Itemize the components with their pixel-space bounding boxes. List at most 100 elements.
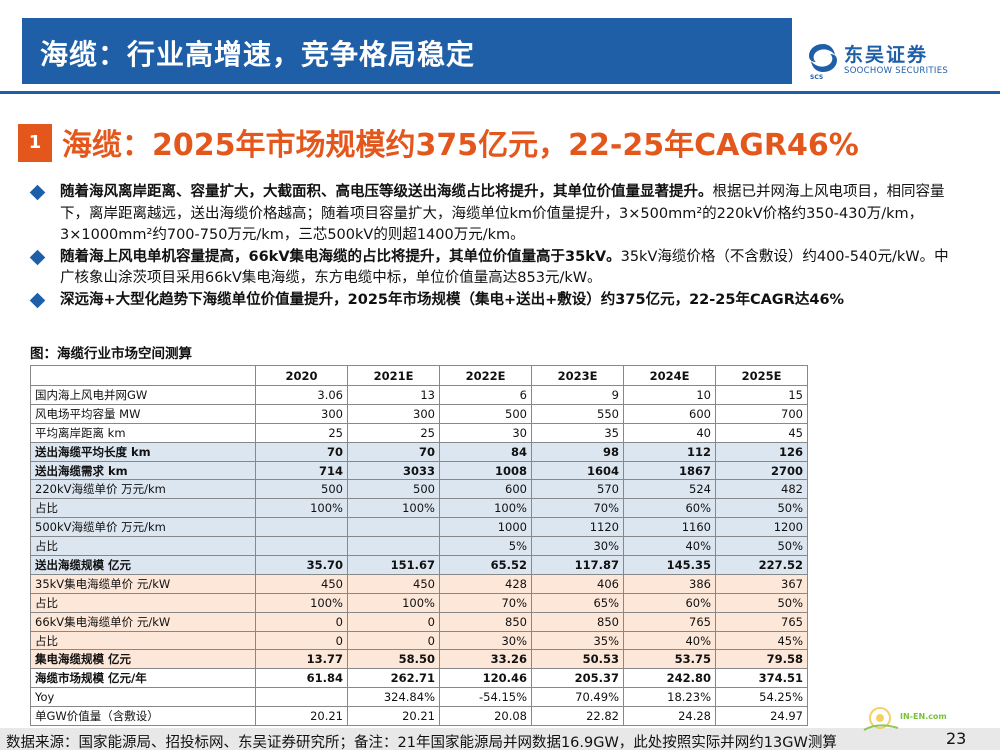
row-label: 占比 [30,498,256,519]
table-cell: 100% [255,592,348,613]
table-cell: 262.71 [347,668,440,689]
row-label: 66kV集电海缆单价 元/kW [30,611,256,632]
table-cell: 20.08 [439,706,532,727]
row-label: 国内海上风电并网GW [30,385,256,405]
table-cell: 20.21 [347,706,440,727]
table-cell: 367 [715,573,808,594]
table-cell: 5% [439,536,532,557]
table-cell: 700 [715,403,808,424]
logo-name-cn: 东吴证券 [844,44,929,66]
table-cell: 3.06 [255,385,348,405]
table-cell: 98 [531,441,624,462]
table-cell: 300 [255,403,348,424]
table-cell: 205.37 [531,668,624,689]
row-label: 集电海缆规模 亿元 [30,649,256,670]
table-cell: 100% [255,498,348,519]
table-cell: 0 [347,630,440,651]
table-row: 占比 0 0 30% 35% 40% 45% [30,630,808,651]
table-row: 占比 100% 100% 100% 70% 60% 50% [30,498,808,519]
table-cell: 1120 [531,517,624,538]
table-cell: 45% [715,630,808,651]
bullet-item: 随着海风离岸距离、容量扩大，大截面积、高电压等级送出海缆占比将提升，其单位价值量… [29,182,955,247]
table-cell: 40% [623,536,716,557]
column-header: 2023E [531,365,624,386]
logo-name-en: SOOCHOW SECURITIES [844,66,949,76]
table-row: 占比 5% 30% 40% 50% [30,536,808,557]
section-number-badge: 1 [18,124,52,162]
table-cell: 126 [715,441,808,462]
title-bar [22,18,792,84]
watermark-logo-icon [863,707,899,731]
table-cell: 35% [531,630,624,651]
table-cell: 50% [715,592,808,613]
table-cell: 70% [439,592,532,613]
table-cell [255,536,348,557]
table-cell [347,517,440,538]
table-row: 送出海缆平均长度 km 70 70 84 98 112 126 [30,441,808,462]
table-cell: 450 [255,573,348,594]
table-cell: 20.21 [255,706,348,727]
table-header-row: 2020 2021E 2022E 2023E 2024E 2025E [30,365,808,386]
bullet-item: 深远海+大型化趋势下海缆单位价值量提升，2025年市场规模（集电+送出+敷设）约… [29,290,955,312]
table-cell: 765 [623,611,716,632]
table-cell: 50% [715,536,808,557]
column-header: 2020 [255,365,348,386]
market-size-table: 2020 2021E 2022E 2023E 2024E 2025E 国内海上风… [30,365,808,727]
table-cell: 24.97 [715,706,808,727]
table-cell: 3033 [347,460,440,481]
bullet-bold-text: 深远海+大型化趋势下海缆单位价值量提升，2025年市场规模（集电+送出+敷设）约… [60,291,845,308]
table-cell: 54.25% [715,687,808,708]
table-cell: 0 [255,611,348,632]
table-cell: 600 [439,479,532,500]
logo-mark-icon [809,44,837,72]
table-cell: 70% [531,498,624,519]
row-label: 单GW价值量（含敷设） [30,706,256,727]
table-cell: 145.35 [623,555,716,575]
table-cell: 117.87 [531,555,624,575]
table-cell: 60% [623,498,716,519]
row-label: 500kV海缆单价 万元/km [30,517,256,538]
row-label: 占比 [30,536,256,557]
table-cell: 1160 [623,517,716,538]
table-row: 单GW价值量（含敷设） 20.21 20.21 20.08 22.82 24.28 24.9… [30,706,808,727]
header-divider [0,91,1000,94]
table-cell [347,536,440,557]
table-cell: 33.26 [439,649,532,670]
table-cell: 25 [347,422,440,443]
table-row: 平均离岸距离 km 25 25 30 35 40 45 [30,422,808,443]
table-cell: 40 [623,422,716,443]
table-cell: 15 [715,385,808,405]
footer-bar [0,728,1000,750]
table-cell [255,517,348,538]
table-cell: 100% [439,498,532,519]
table-cell: 227.52 [715,555,808,575]
section-title: 海缆：2025年市场规模约375亿元，22-25年CAGR46% [62,128,859,163]
table-cell: 765 [715,611,808,632]
row-label: 220kV海缆单价 万元/km [30,479,256,500]
table-cell: 386 [623,573,716,594]
table-cell: 40% [623,630,716,651]
table-cell: 35 [531,422,624,443]
table-cell: 6 [439,385,532,405]
table-cell: 35.70 [255,555,348,575]
table-row: 送出海缆规模 亿元 35.70 151.67 65.52 117.87 145.35 227… [30,555,808,575]
table-cell: 714 [255,460,348,481]
table-row: 国内海上风电并网GW 3.06 13 6 9 10 15 [30,385,808,405]
table-row: Yoy 324.84% -54.15% 70.49% 18.23% 54.25% [30,687,808,708]
row-label: 送出海缆规模 亿元 [30,555,256,575]
bullet-bold-text: 随着海上风电单机容量提高，66kV集电海缆的占比将提升，其单位价值量高于35kV… [60,248,621,265]
row-label: Yoy [30,687,256,708]
row-label: 送出海缆需求 km [30,460,256,481]
bullet-item: 随着海上风电单机容量提高，66kV集电海缆的占比将提升，其单位价值量高于35kV… [29,247,955,290]
table-row: 集电海缆规模 亿元 13.77 58.50 33.26 50.53 53.75 79.58 [30,649,808,670]
column-header [30,365,256,386]
company-logo: SCS 东吴证券 SOOCHOW SECURITIES [806,40,966,84]
table-cell: 151.67 [347,555,440,575]
table-cell: 406 [531,573,624,594]
row-label: 35kV集电海缆单价 元/kW [30,573,256,594]
page-title: 海缆：行业高增速，竞争格局稳定 [40,38,476,71]
table-cell: 2700 [715,460,808,481]
row-label: 平均离岸距离 km [30,422,256,443]
table-row: 220kV海缆单价 万元/km 500 500 600 570 524 482 [30,479,808,500]
table-cell: 500 [439,403,532,424]
